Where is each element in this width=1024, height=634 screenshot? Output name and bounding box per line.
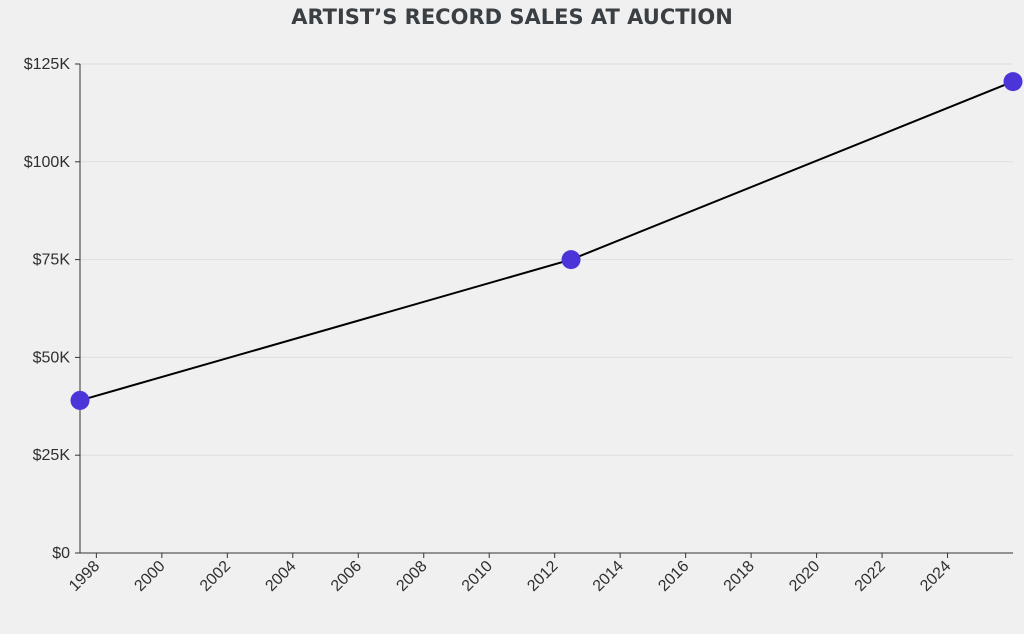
x-tick-label: 2020 [786,558,823,595]
x-tick-label: 2016 [655,558,692,595]
x-axis-ticks: 1998 2000 2002 2004 2006 2008 2010 2012 2014 2016… [66,553,954,595]
y-tick-label: $25K [33,447,71,464]
y-tick-label: $100K [24,154,71,171]
x-tick-label: 2024 [917,558,954,595]
x-tick-label: 2022 [852,558,889,595]
chart-title: ARTIST’S RECORD SALES AT AUCTION [291,5,733,29]
data-point [1003,72,1023,92]
x-tick-label: 2018 [721,558,758,595]
x-tick-label: 2008 [393,558,430,595]
x-tick-label: 2000 [131,558,168,595]
y-tick-label: $50K [33,349,71,366]
x-tick-label: 2010 [459,558,496,595]
y-tick-label: $125K [24,56,71,73]
y-axis-ticks: $0 $25K $50K $75K $100K $125K [24,56,80,562]
y-tick-label: $75K [33,252,71,269]
data-point [561,250,581,270]
series [70,72,1023,410]
axes [79,64,1013,554]
x-tick-label: 2004 [262,558,299,595]
grid-lines [80,63,1013,456]
series-line [79,80,1014,402]
x-tick-label: 2012 [524,558,561,595]
x-tick-label: 2002 [197,558,234,595]
x-tick-label: 1998 [66,558,103,595]
data-point [70,390,90,410]
x-tick-label: 2006 [328,558,365,595]
y-tick-label: $0 [52,545,70,562]
x-tick-label: 2014 [590,558,627,595]
